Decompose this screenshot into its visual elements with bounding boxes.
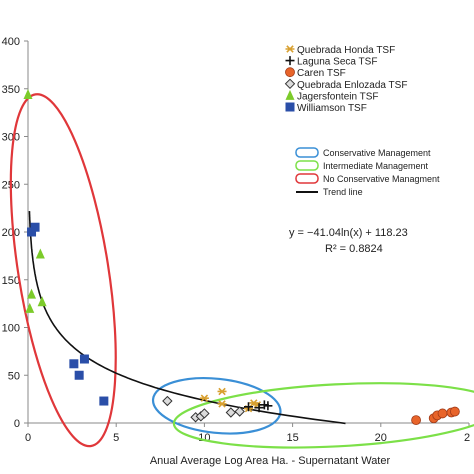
management-ellipses bbox=[9, 93, 474, 449]
x-tick-label: 2 bbox=[464, 432, 470, 444]
data-point bbox=[254, 403, 264, 413]
trend-line bbox=[28, 211, 346, 425]
x-tick-label: 10 bbox=[198, 432, 210, 444]
legend-marker bbox=[284, 78, 296, 90]
data-point bbox=[27, 288, 37, 299]
y-tick-label: 150 bbox=[2, 275, 20, 287]
y-tick-label: 100 bbox=[2, 323, 20, 335]
legend-marker bbox=[285, 45, 295, 53]
no-conservative-ellipse bbox=[9, 93, 117, 448]
legend-marker bbox=[285, 89, 295, 100]
intermediate-legend-swatch bbox=[295, 160, 319, 171]
legend-label: Jagersfontein TSF bbox=[297, 91, 379, 102]
no-conservative-legend-swatch bbox=[295, 173, 319, 184]
y-tick-label: 300 bbox=[2, 132, 20, 144]
legend-marker bbox=[285, 102, 295, 112]
data-point bbox=[99, 396, 109, 406]
x-axis-title: Anual Average Log Area Ha. - Supernatant… bbox=[150, 455, 391, 467]
conservative-ellipse bbox=[151, 377, 282, 435]
y-tick-label: 0 bbox=[14, 418, 20, 430]
data-point bbox=[30, 222, 40, 232]
conservative-legend-swatch bbox=[295, 147, 319, 158]
conservative-legend-label: Conservative Management bbox=[323, 148, 431, 158]
data-point bbox=[199, 408, 210, 419]
data-point bbox=[244, 402, 253, 412]
y-tick-label: 50 bbox=[8, 370, 20, 382]
trend-legend-label: Trend line bbox=[323, 187, 363, 197]
data-point bbox=[25, 302, 35, 313]
data-point bbox=[69, 359, 79, 369]
legend-label: Caren TSF bbox=[297, 68, 346, 79]
data-point bbox=[263, 401, 273, 411]
y-tick-label: 350 bbox=[2, 84, 20, 96]
data-point bbox=[217, 387, 227, 396]
legend-label: Williamson TSF bbox=[297, 103, 367, 114]
intermediate-ellipse bbox=[172, 382, 474, 449]
data-point bbox=[27, 227, 37, 237]
data-point bbox=[23, 88, 33, 99]
data-point bbox=[234, 406, 245, 417]
x-tick-label: 5 bbox=[113, 432, 119, 444]
data-point bbox=[37, 296, 47, 307]
x-axis-ticks: 0 5 10 15 20 2 bbox=[25, 423, 470, 444]
data-point bbox=[217, 400, 227, 408]
x-tick-label: 0 bbox=[25, 432, 31, 444]
legend-marker bbox=[285, 56, 295, 66]
y-tick-label: 200 bbox=[2, 227, 20, 239]
data-point bbox=[225, 407, 237, 418]
legend-label: Quebrada Honda TSF bbox=[297, 45, 395, 56]
data-point bbox=[449, 406, 460, 417]
data-point bbox=[35, 248, 45, 259]
trend-r-squared: R² = 0.8824 bbox=[325, 243, 383, 255]
legend-marker bbox=[285, 67, 295, 78]
data-point bbox=[199, 394, 209, 402]
data-point bbox=[411, 415, 421, 426]
no-conservative-legend-label: No Conservative Managment bbox=[323, 174, 440, 184]
management-legend: Conservative Management Intermediate Man… bbox=[295, 147, 440, 197]
x-tick-label: 20 bbox=[375, 432, 387, 444]
data-point bbox=[162, 395, 173, 407]
trend-equation: y = −41.04ln(x) + 118.23 bbox=[289, 227, 408, 239]
x-tick-label: 15 bbox=[286, 432, 298, 444]
data-point bbox=[79, 354, 89, 364]
legend-label: Quebrada Enlozada TSF bbox=[297, 80, 407, 91]
intermediate-legend-label: Intermediate Management bbox=[323, 161, 429, 171]
data-point bbox=[437, 408, 448, 419]
data-points bbox=[23, 88, 460, 426]
y-tick-label: 400 bbox=[2, 36, 20, 48]
data-point bbox=[74, 370, 84, 380]
legend-label: Laguna Seca TSF bbox=[297, 57, 377, 68]
